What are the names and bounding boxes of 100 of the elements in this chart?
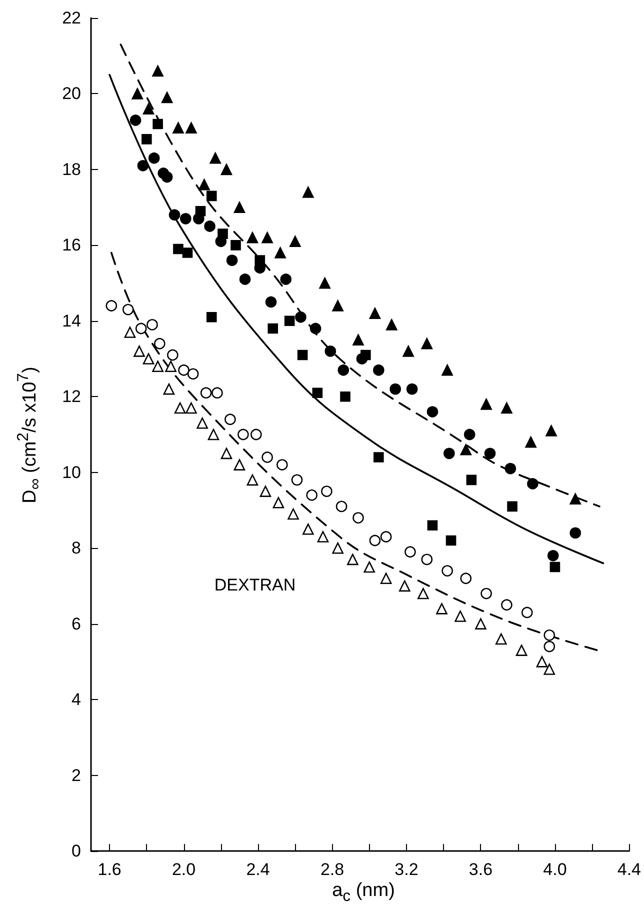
point [239,274,251,285]
point [480,398,492,410]
point [544,640,556,652]
point [312,388,323,398]
point [142,353,154,364]
point [454,610,466,622]
point [442,565,453,576]
point [250,428,262,440]
point [178,364,190,376]
x-tick-label: 1.6 [98,860,122,879]
point [406,383,418,395]
point [338,364,350,376]
point [208,428,220,440]
x-axis-title: a$_{c}$ (nm) [331,880,396,906]
x-tick-label: 3.6 [468,860,493,879]
point [106,300,118,312]
point [187,368,199,380]
point [234,202,246,213]
x-tick-label: 4.0 [543,860,567,879]
y-tick-label: 10 [62,462,81,482]
point [268,323,278,334]
line-series [110,252,599,652]
point [195,206,206,216]
point [291,474,303,486]
point [324,346,336,357]
x-tick-label: 2.8 [320,860,344,879]
point [460,444,472,456]
point [224,414,236,425]
point [152,360,164,372]
point [544,664,556,675]
point [288,508,299,520]
point [220,448,232,460]
point [369,308,381,319]
point [204,220,216,232]
point [198,178,210,190]
point [238,428,249,440]
point [550,562,560,572]
point [516,644,528,656]
point [152,118,163,130]
point [418,588,429,600]
point [262,232,273,244]
point [134,346,145,357]
point [161,92,173,104]
point [446,535,456,546]
point [124,326,136,338]
point [360,350,371,360]
point [501,402,512,414]
point [142,103,154,115]
point [220,164,232,176]
point [546,425,557,436]
point [386,319,398,330]
point [226,254,238,266]
point [289,236,301,248]
point [163,383,175,395]
point [404,546,416,558]
y-tick-label: 20 [62,84,81,104]
point [295,311,306,323]
point [306,489,318,501]
point [154,338,166,350]
point [274,247,286,258]
point [174,402,186,414]
point [426,406,438,418]
point [135,322,147,334]
point [280,274,292,285]
x-tick-label: 2.4 [246,860,270,879]
point [146,319,158,330]
point [302,524,314,535]
point [442,364,453,376]
point [380,572,392,584]
point [168,209,180,221]
x-tick-label: 2.0 [172,860,196,879]
point [180,213,192,224]
point [276,459,288,470]
y-tick-label: 4 [72,690,81,710]
point [206,190,217,202]
annotation: DEXTRAN [214,576,296,594]
y-tick-label: 12 [62,387,81,406]
point [527,478,538,490]
point [444,448,455,460]
point [544,630,556,641]
point [152,65,164,77]
point [148,152,160,164]
point [317,531,329,542]
y-tick-label: 14 [62,311,81,330]
point [165,360,176,372]
point [336,500,348,512]
point [369,534,381,546]
point [210,152,221,164]
point [525,436,536,448]
point [200,387,212,398]
point [230,240,241,250]
point [570,527,582,539]
point [352,334,364,346]
point [374,452,384,462]
point [234,459,246,470]
point [122,304,134,316]
point [182,248,193,258]
point [436,603,448,614]
point [427,520,438,531]
point [504,462,516,474]
